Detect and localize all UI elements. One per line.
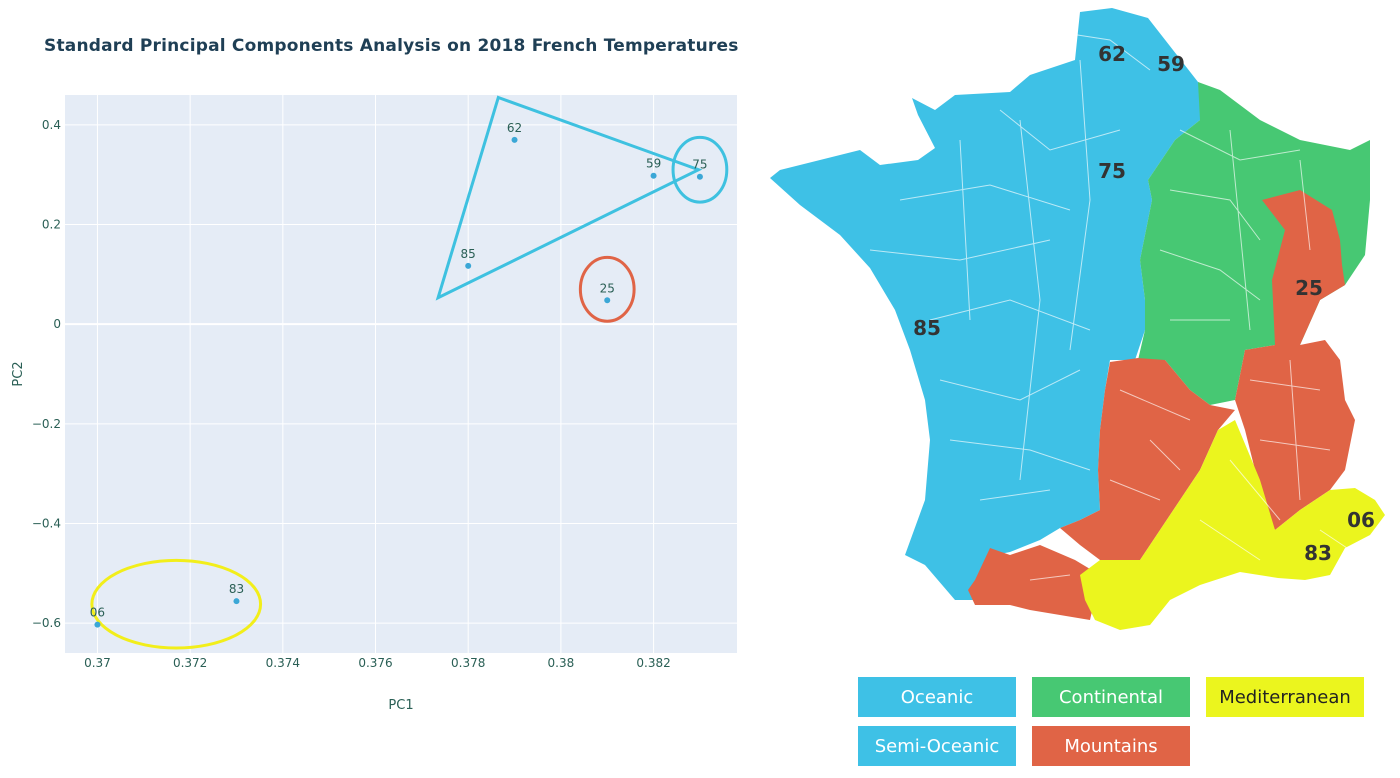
point-label-06: 06	[90, 606, 105, 620]
plot-area	[65, 95, 737, 653]
continental-region	[1138, 82, 1370, 405]
mountains-region-pyrenees	[968, 545, 1100, 620]
department-borders	[869, 29, 1351, 581]
legend-oceanic: Oceanic	[858, 677, 1016, 717]
mountains-region-east	[1235, 190, 1355, 530]
point-label-59: 59	[646, 157, 661, 171]
grid-lines	[65, 95, 737, 653]
x-axis-label: PC1	[388, 698, 413, 713]
data-points: 62 59 75 85 25 83 06	[90, 121, 708, 628]
point-label-62: 62	[507, 121, 522, 135]
y-tick-label: 0.4	[42, 118, 61, 132]
dept-62-label: 62	[1098, 42, 1126, 66]
cluster-ellipse	[578, 255, 636, 323]
dept-83-label: 83	[1304, 541, 1332, 565]
data-point-59	[650, 172, 657, 179]
x-tick-label: 0.376	[358, 656, 392, 670]
data-point-75	[696, 173, 703, 180]
cluster-triangle	[435, 95, 703, 301]
dept-25-label: 25	[1295, 276, 1323, 300]
point-label-83: 83	[229, 582, 244, 596]
legend-mountains: Mountains	[1032, 726, 1190, 766]
x-tick-label: 0.382	[636, 656, 670, 670]
y-tick-label: −0.6	[32, 616, 61, 630]
pca-scatter-chart: 0.37 0.372 0.374 0.376 0.378 0.38 0.382 0.4 0.2 0…	[11, 95, 737, 713]
dept-06-label: 06	[1347, 508, 1375, 532]
cluster-annotations	[90, 95, 729, 650]
dept-75-label: 75	[1098, 159, 1126, 183]
data-point-25	[604, 297, 611, 304]
data-point-06	[94, 621, 101, 628]
x-tick-label: 0.372	[173, 656, 207, 670]
mountains-region-massif	[1060, 358, 1235, 560]
x-tick-label: 0.378	[451, 656, 485, 670]
department-labels: 62 59 75 85 25 06 83	[913, 42, 1375, 565]
point-label-75: 75	[692, 158, 707, 172]
x-tick-label: 0.37	[84, 656, 111, 670]
cluster-ellipse	[90, 558, 263, 650]
legend-continental: Continental	[1032, 677, 1190, 717]
y-tick-label: 0.2	[42, 218, 61, 232]
axis-ticks: 0.37 0.372 0.374 0.376 0.378 0.38 0.382 0.4 0.2 0…	[32, 118, 671, 670]
y-tick-label: −0.4	[32, 516, 61, 530]
chart-title: Standard Principal Components Analysis o…	[44, 36, 739, 56]
dept-59-label: 59	[1157, 52, 1185, 76]
point-label-85: 85	[461, 247, 476, 261]
dept-85-label: 85	[913, 316, 941, 340]
legend-mediterranean: Mediterranean	[1206, 677, 1364, 717]
y-tick-label: 0	[53, 317, 61, 331]
data-point-83	[233, 598, 240, 605]
x-tick-label: 0.374	[266, 656, 300, 670]
x-tick-label: 0.38	[548, 656, 575, 670]
cluster-ellipse	[671, 135, 729, 204]
data-point-85	[465, 262, 472, 269]
point-label-25: 25	[600, 281, 615, 295]
france-climate-map: 62 59 75 85 25 06 83	[770, 8, 1385, 630]
y-axis-label: PC2	[11, 361, 26, 386]
legend-semi-oceanic: Semi-Oceanic	[858, 726, 1016, 766]
mediterranean-region	[1080, 420, 1385, 630]
y-tick-label: −0.2	[32, 417, 61, 431]
data-point-62	[511, 136, 518, 143]
